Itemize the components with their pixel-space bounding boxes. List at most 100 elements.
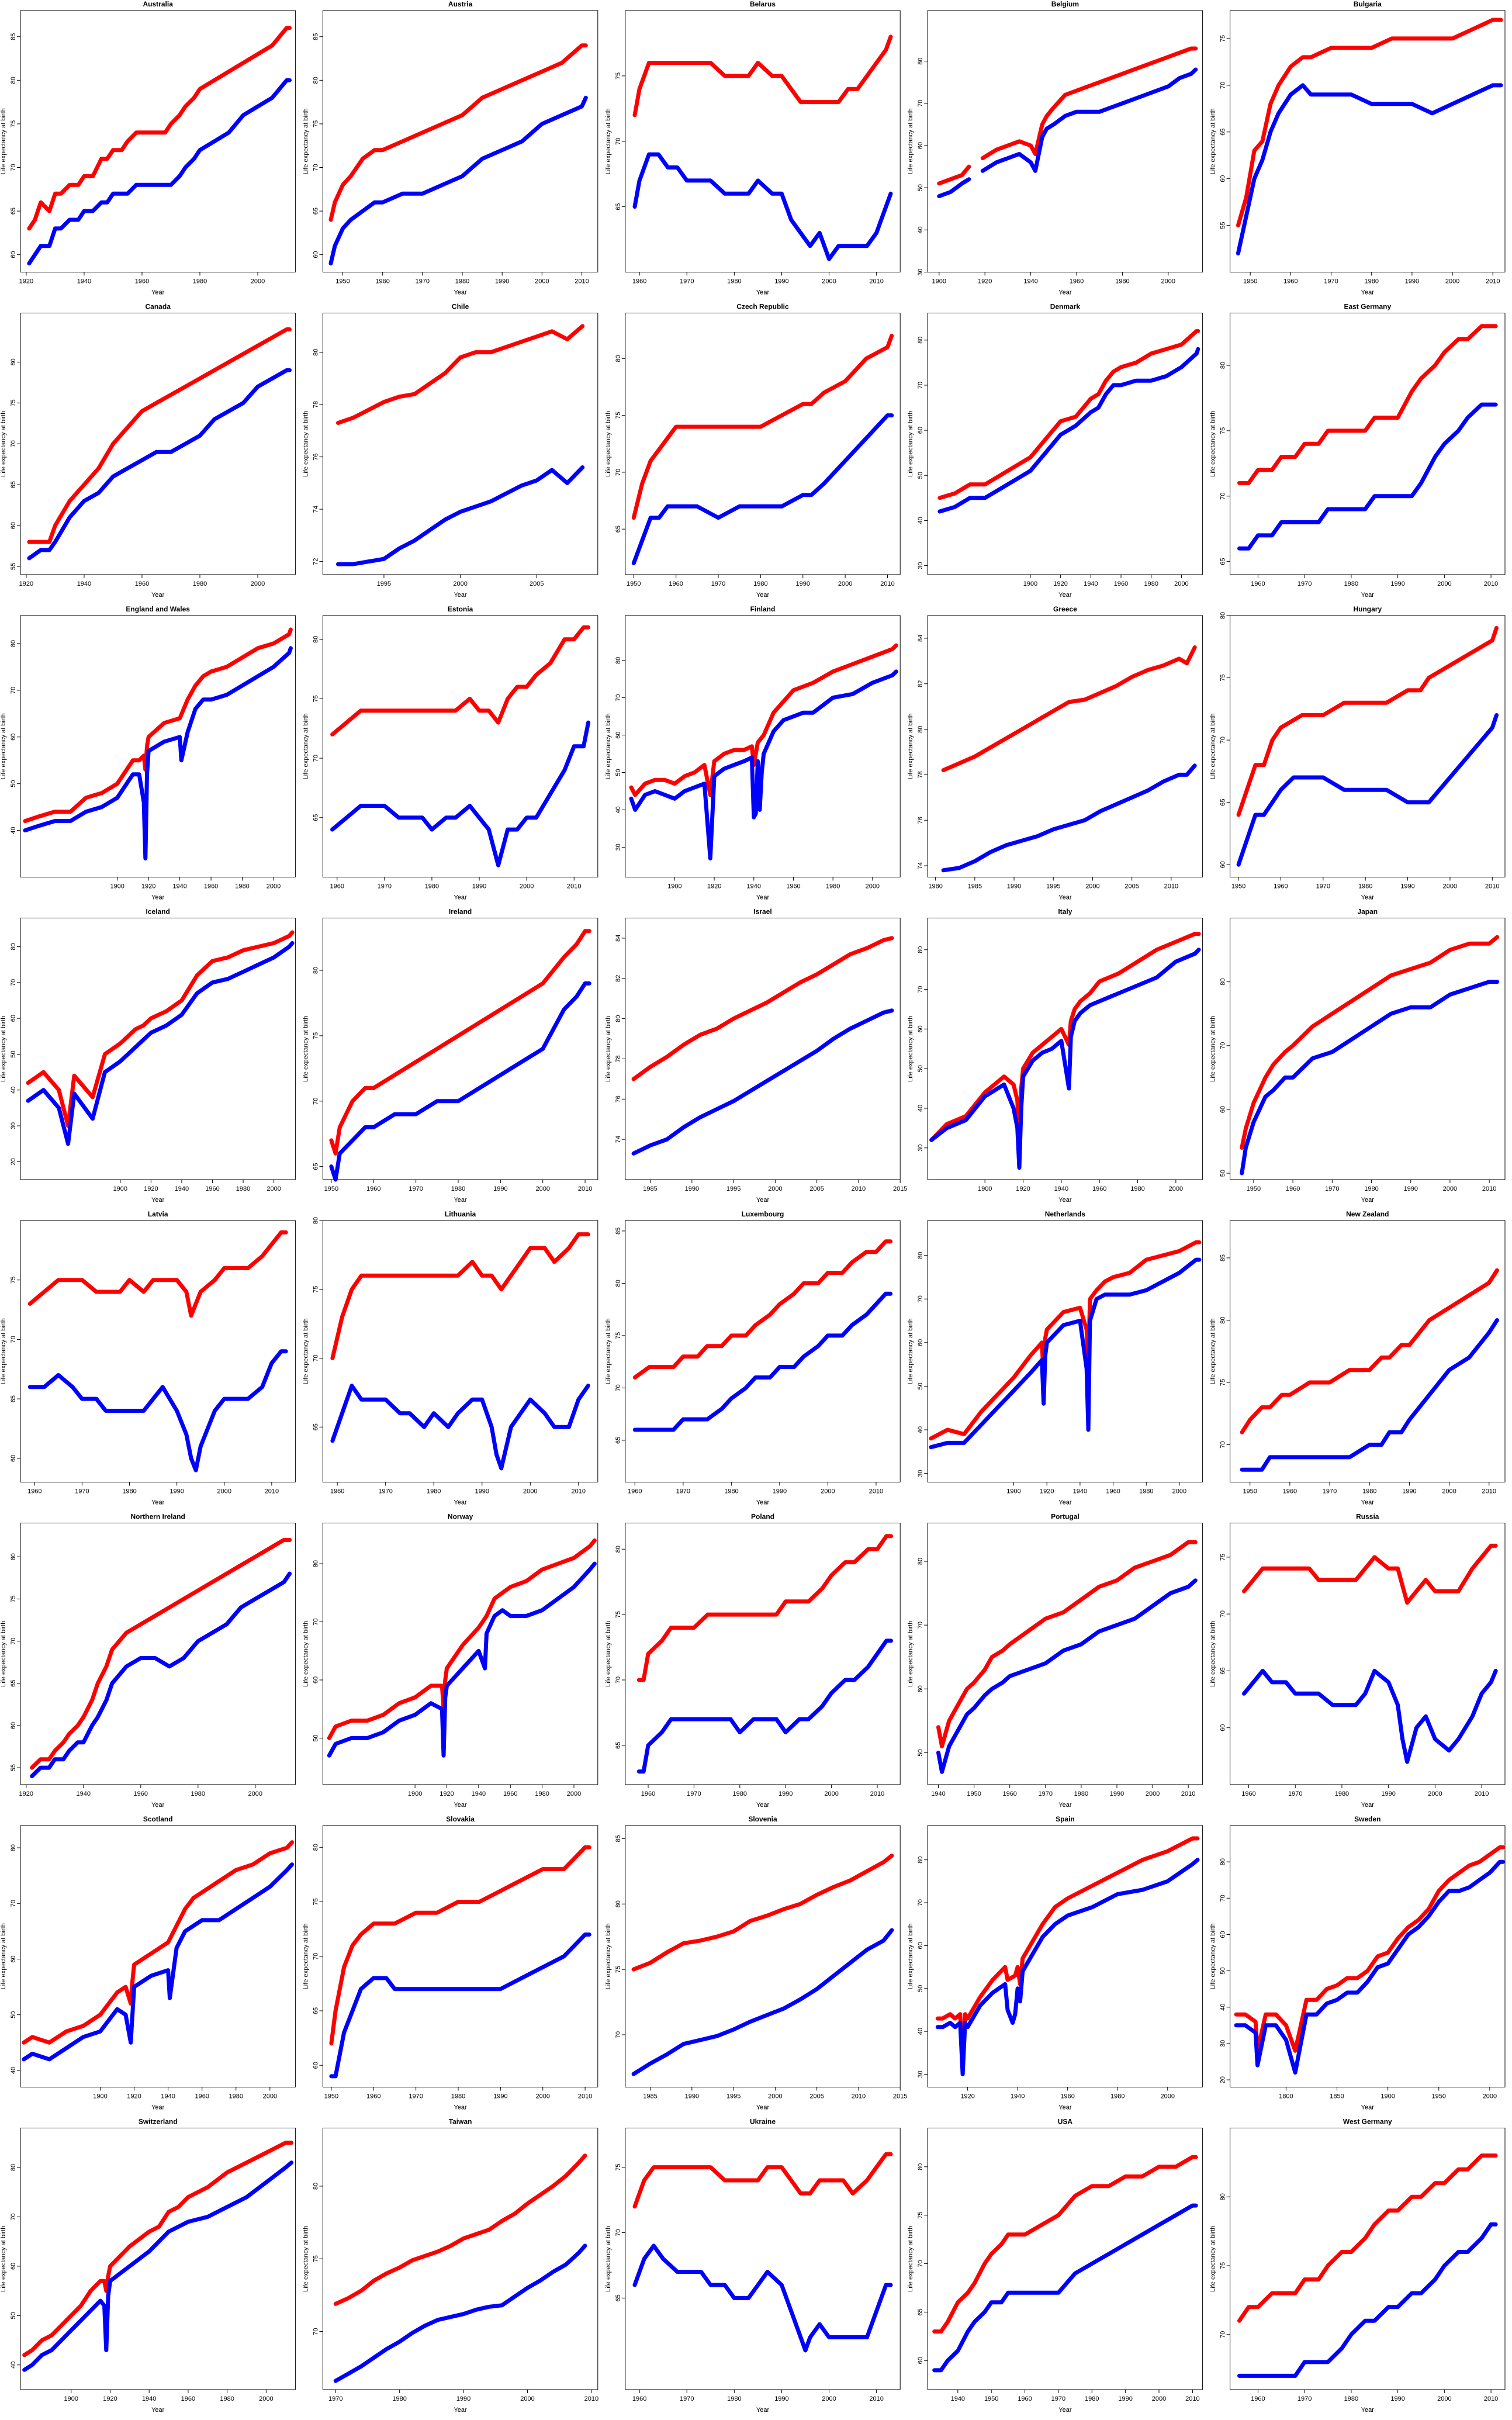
y-tick-label: 70 xyxy=(312,1354,319,1361)
x-tick-label: 1995 xyxy=(377,580,391,587)
x-tick-label: 1980 xyxy=(1074,1790,1088,1797)
y-tick-label: 70 xyxy=(615,2229,622,2236)
y-tick-label: 65 xyxy=(615,1437,622,1444)
y-axis-label: Life expectancy at birth xyxy=(0,411,7,477)
x-axis-label: Year xyxy=(454,2407,467,2414)
plot-frame xyxy=(625,1825,901,2087)
x-tick-label: 1980 xyxy=(122,1488,136,1495)
x-tick-label: 1960 xyxy=(1251,580,1265,587)
y-tick-label: 76 xyxy=(312,454,319,461)
x-tick-label: 1950 xyxy=(967,1790,981,1797)
x-axis-label: Year xyxy=(756,289,770,296)
female-series-line xyxy=(27,1230,288,1318)
y-axis-label: Life expectancy at birth xyxy=(302,2226,309,2292)
y-tick-label: 80 xyxy=(615,1280,622,1287)
x-tick-label: 1980 xyxy=(535,1790,549,1797)
y-tick-label: 80 xyxy=(917,1857,924,1864)
y-tick-label: 75 xyxy=(615,2164,622,2171)
x-tick-label: 1990 xyxy=(472,883,486,890)
y-tick-label: 75 xyxy=(1220,35,1227,42)
plot-frame xyxy=(927,1825,1203,2087)
y-tick-label: 80 xyxy=(10,943,17,950)
y-tick-label: 85 xyxy=(1220,1254,1227,1261)
x-tick-label: 2000 xyxy=(1443,1185,1457,1192)
x-tick-label: 1980 xyxy=(1344,2395,1358,2402)
y-tick-label: 70 xyxy=(917,986,924,993)
x-tick-label: 2010 xyxy=(1475,1790,1489,1797)
male-series-line xyxy=(327,1561,597,1758)
y-tick-label: 75 xyxy=(615,412,622,419)
y-tick-label: 80 xyxy=(615,657,622,664)
x-tick-label: 1980 xyxy=(451,2093,465,2100)
x-tick-label: 2000 xyxy=(1160,2093,1174,2100)
x-tick-label: 2010 xyxy=(880,580,894,587)
panel-sweden: Sweden 1800 1850 1900 1950 2000 20 30 40 50 60 70 80… xyxy=(1210,1815,1506,2111)
x-axis-label: Year xyxy=(151,1802,165,1809)
plot-frame xyxy=(322,1220,598,1482)
x-axis-label: Year xyxy=(1058,592,1072,599)
x-tick-label: 2000 xyxy=(1152,2395,1166,2402)
x-tick-label: 1950 xyxy=(627,580,641,587)
x-axis-label: Year xyxy=(1361,1197,1375,1204)
x-tick-label: 1985 xyxy=(968,883,982,890)
y-tick-label: 80 xyxy=(917,337,924,344)
y-tick-label: 40 xyxy=(1220,2004,1227,2011)
y-tick-label: 65 xyxy=(10,208,17,215)
panel-title: Estonia xyxy=(448,605,473,613)
male-series-line xyxy=(1237,402,1498,551)
x-tick-label: 1990 xyxy=(1405,278,1419,285)
x-tick-label: 2000 xyxy=(1146,1790,1160,1797)
y-tick-label: 80 xyxy=(312,1560,319,1567)
female-series-line xyxy=(632,2152,893,2209)
panel-title: Belarus xyxy=(750,0,776,8)
y-tick-label: 65 xyxy=(1220,799,1227,806)
x-tick-label: 2015 xyxy=(893,2093,907,2100)
y-tick-label: 70 xyxy=(312,2328,319,2335)
x-tick-label: 1980 xyxy=(727,2395,741,2402)
x-tick-label: 1900 xyxy=(113,1185,127,1192)
y-tick-label: 80 xyxy=(10,77,17,84)
x-tick-label: 2000 xyxy=(1174,580,1188,587)
x-tick-label: 1990 xyxy=(773,1488,787,1495)
y-tick-label: 80 xyxy=(1220,1858,1227,1865)
panel-chile: Chile 1995 2000 2005 72 74 76 78 80 Year Life expe… xyxy=(302,303,598,599)
y-axis-label: Life expectancy at birth xyxy=(0,108,7,174)
female-series-line xyxy=(631,333,894,520)
x-tick-label: 2010 xyxy=(870,1790,884,1797)
x-tick-label: 2005 xyxy=(1125,883,1139,890)
panel-denmark: Denmark 1900 1920 1940 1960 1980 2000 30 40 50 60 7… xyxy=(907,303,1203,599)
plot-frame xyxy=(322,2128,598,2390)
x-tick-label: 2010 xyxy=(572,1488,586,1495)
x-tick-label: 1850 xyxy=(1330,2093,1344,2100)
male-series-line xyxy=(936,1578,1198,1774)
x-tick-label: 2000 xyxy=(535,2093,549,2100)
x-axis-label: Year xyxy=(1361,2104,1375,2111)
y-tick-label: 85 xyxy=(615,1835,622,1842)
y-tick-label: 65 xyxy=(10,481,17,488)
panel-slovakia: Slovakia 1950 1960 1970 1980 1990 2000 2010 60 65… xyxy=(302,1815,598,2111)
y-tick-label: 40 xyxy=(10,827,17,834)
panel-title: Norway xyxy=(448,1513,473,1521)
female-series-line xyxy=(22,1840,295,2045)
y-tick-label: 65 xyxy=(1220,558,1227,565)
x-tick-label: 1950 xyxy=(984,2395,998,2402)
panel-netherlands: Netherlands 1900 1920 1940 1960 1980 2000 30 40 5… xyxy=(907,1210,1203,1506)
male-series-line xyxy=(336,465,585,566)
x-tick-label: 2005 xyxy=(809,2093,824,2100)
x-tick-label: 1970 xyxy=(1325,1185,1339,1192)
y-tick-label: 65 xyxy=(615,526,622,533)
y-tick-label: 80 xyxy=(312,349,319,356)
y-tick-label: 40 xyxy=(10,2067,17,2074)
panel-portugal: Portugal 1940 1950 1960 1970 1980 1990 2000 2010… xyxy=(907,1513,1203,1809)
panel-title: Czech Republic xyxy=(736,303,789,311)
x-tick-label: 1970 xyxy=(680,278,694,285)
x-tick-label: 1900 xyxy=(667,883,681,890)
y-tick-label: 80 xyxy=(917,946,924,953)
x-tick-label: 2010 xyxy=(265,1488,279,1495)
x-tick-label: 1970 xyxy=(1288,1790,1302,1797)
x-tick-label: 2000 xyxy=(535,278,549,285)
x-tick-label: 1900 xyxy=(93,2093,107,2100)
y-tick-label: 60 xyxy=(10,1955,17,1962)
y-tick-label: 60 xyxy=(917,1025,924,1032)
y-tick-label: 78 xyxy=(312,401,319,408)
